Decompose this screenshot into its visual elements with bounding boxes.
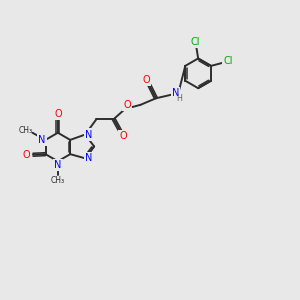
- Text: N: N: [54, 160, 61, 170]
- Text: O: O: [54, 109, 62, 119]
- Text: N: N: [85, 130, 92, 140]
- Text: H: H: [176, 94, 182, 103]
- Text: N: N: [38, 135, 46, 145]
- Text: Cl: Cl: [224, 56, 233, 66]
- Text: N: N: [85, 153, 92, 163]
- Text: O: O: [142, 75, 150, 85]
- Text: N: N: [172, 88, 179, 98]
- Text: Cl: Cl: [190, 37, 200, 47]
- Text: CH₃: CH₃: [19, 127, 33, 136]
- Text: O: O: [119, 131, 127, 141]
- Text: O: O: [23, 150, 30, 160]
- Text: CH₃: CH₃: [51, 176, 65, 184]
- Text: O: O: [123, 100, 130, 110]
